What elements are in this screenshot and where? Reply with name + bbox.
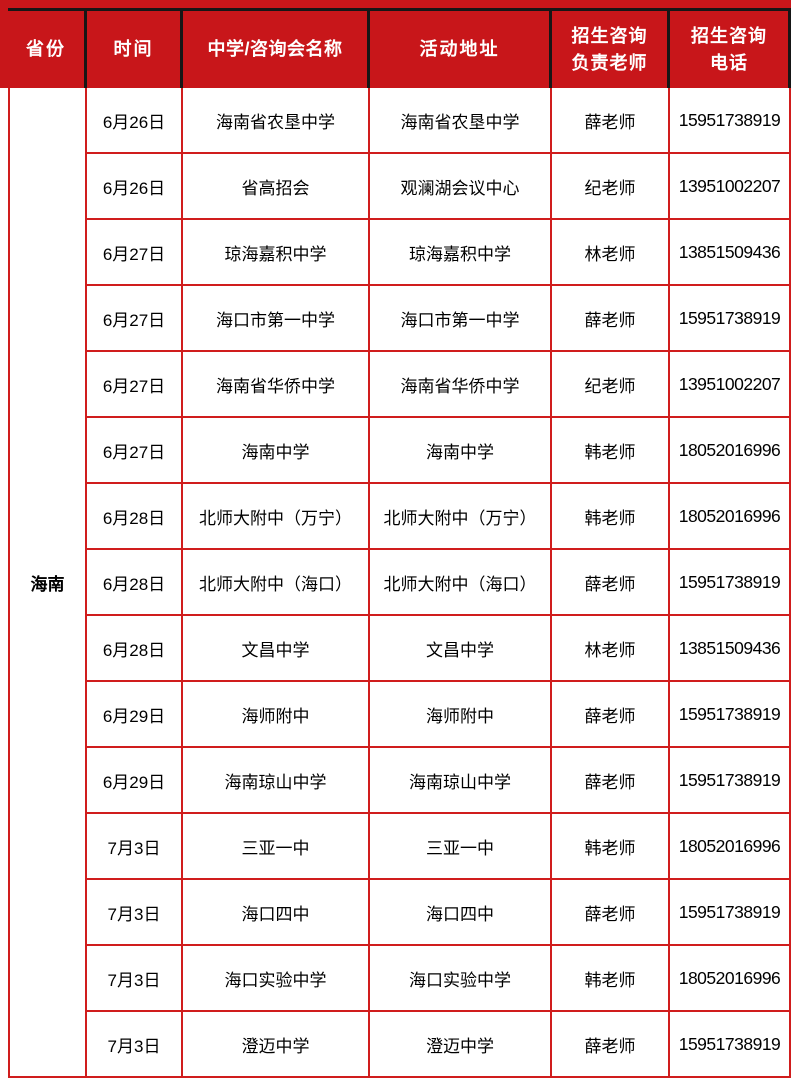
cell-school-name: 北师大附中（海口） [183,550,370,616]
cell-phone: 13851509436 [670,616,791,682]
cell-school-name: 澄迈中学 [183,1012,370,1078]
cell-phone: 18052016996 [670,484,791,550]
cell-date: 6月27日 [87,220,183,286]
cell-school-name: 海师附中 [183,682,370,748]
column-header-date: 时间 [87,8,183,88]
cell-date: 6月27日 [87,286,183,352]
cell-venue: 海师附中 [370,682,552,748]
cell-venue: 海口市第一中学 [370,286,552,352]
cell-school-name: 海南省农垦中学 [183,88,370,154]
cell-teacher: 纪老师 [552,352,670,418]
cell-school-name: 省高招会 [183,154,370,220]
cell-phone: 18052016996 [670,946,791,1012]
cell-venue: 海口四中 [370,880,552,946]
cell-phone: 18052016996 [670,814,791,880]
cell-date: 6月26日 [87,88,183,154]
cell-phone: 15951738919 [670,748,791,814]
cell-date: 6月28日 [87,616,183,682]
cell-date: 7月3日 [87,946,183,1012]
cell-date: 7月3日 [87,1012,183,1078]
cell-school-name: 海口四中 [183,880,370,946]
cell-school-name: 三亚一中 [183,814,370,880]
cell-venue: 北师大附中（海口） [370,550,552,616]
column-header-province: 省份 [8,8,87,88]
cell-teacher: 薛老师 [552,88,670,154]
cell-date: 6月26日 [87,154,183,220]
cell-teacher: 韩老师 [552,484,670,550]
cell-phone: 13851509436 [670,220,791,286]
cell-school-name: 海口实验中学 [183,946,370,1012]
cell-teacher: 林老师 [552,220,670,286]
cell-school-name: 琼海嘉积中学 [183,220,370,286]
cell-school-name: 海南琼山中学 [183,748,370,814]
cell-teacher: 薛老师 [552,880,670,946]
cell-date: 7月3日 [87,814,183,880]
cell-teacher: 纪老师 [552,154,670,220]
cell-teacher: 薛老师 [552,1012,670,1078]
cell-teacher: 薛老师 [552,748,670,814]
cell-teacher: 薛老师 [552,682,670,748]
cell-phone: 15951738919 [670,1012,791,1078]
cell-teacher: 韩老师 [552,814,670,880]
cell-date: 6月29日 [87,748,183,814]
cell-venue: 三亚一中 [370,814,552,880]
cell-school-name: 海南省华侨中学 [183,352,370,418]
cell-venue: 文昌中学 [370,616,552,682]
cell-phone: 13951002207 [670,352,791,418]
column-header-school-name: 中学/咨询会名称 [183,8,370,88]
cell-date: 6月27日 [87,418,183,484]
cell-venue: 北师大附中（万宁） [370,484,552,550]
cell-school-name: 文昌中学 [183,616,370,682]
cell-venue: 海南琼山中学 [370,748,552,814]
column-header-phone: 招生咨询 电话 [670,8,791,88]
cell-venue: 澄迈中学 [370,1012,552,1078]
cell-teacher: 薛老师 [552,550,670,616]
column-header-teacher: 招生咨询 负责老师 [552,8,670,88]
cell-phone: 15951738919 [670,88,791,154]
cell-teacher: 林老师 [552,616,670,682]
cell-phone: 15951738919 [670,880,791,946]
province-cell: 海南 [8,88,87,1078]
cell-school-name: 海口市第一中学 [183,286,370,352]
cell-phone: 15951738919 [670,550,791,616]
cell-venue: 观澜湖会议中心 [370,154,552,220]
cell-date: 6月27日 [87,352,183,418]
cell-teacher: 韩老师 [552,946,670,1012]
cell-venue: 琼海嘉积中学 [370,220,552,286]
cell-teacher: 薛老师 [552,286,670,352]
cell-phone: 13951002207 [670,154,791,220]
cell-venue: 海口实验中学 [370,946,552,1012]
cell-school-name: 海南中学 [183,418,370,484]
cell-date: 7月3日 [87,880,183,946]
cell-school-name: 北师大附中（万宁） [183,484,370,550]
cell-phone: 15951738919 [670,682,791,748]
cell-date: 6月28日 [87,550,183,616]
cell-date: 6月29日 [87,682,183,748]
cell-phone: 15951738919 [670,286,791,352]
cell-venue: 海南省华侨中学 [370,352,552,418]
cell-teacher: 韩老师 [552,418,670,484]
cell-date: 6月28日 [87,484,183,550]
cell-venue: 海南省农垦中学 [370,88,552,154]
cell-venue: 海南中学 [370,418,552,484]
cell-phone: 18052016996 [670,418,791,484]
column-header-venue: 活动地址 [370,8,552,88]
admissions-schedule-table: 省份 时间 中学/咨询会名称 活动地址 招生咨询 负责老师 招生咨询 电话 海南… [8,8,791,1078]
